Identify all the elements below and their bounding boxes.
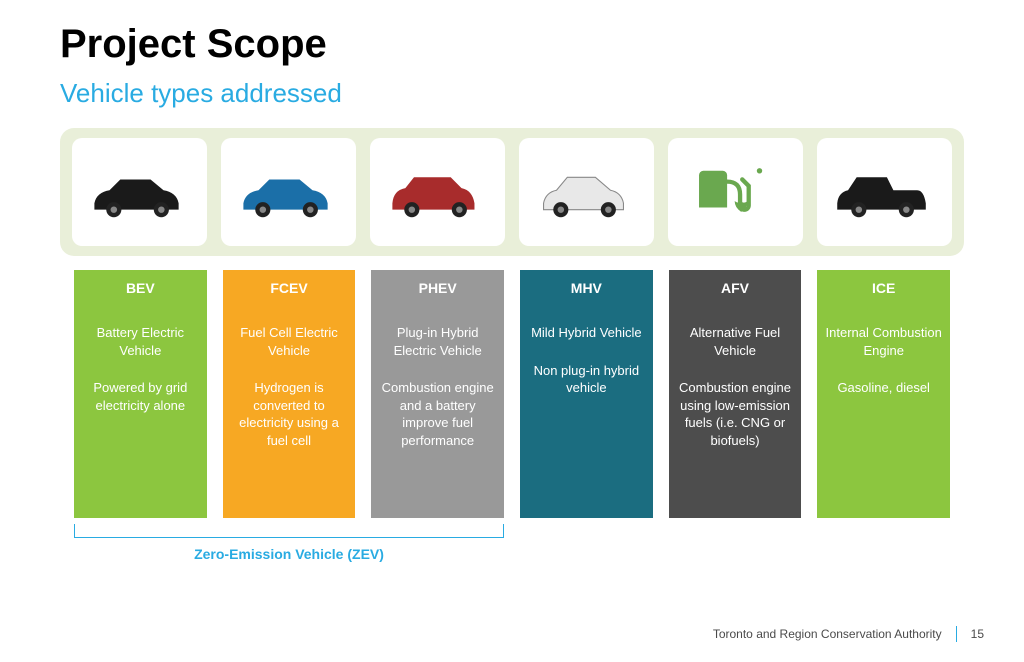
vehicle-image-ice bbox=[817, 138, 952, 246]
page-title: Project Scope bbox=[60, 22, 327, 67]
vehicle-desc: Gasoline, diesel bbox=[825, 379, 942, 397]
vehicle-desc: Non plug-in hybrid vehicle bbox=[528, 362, 645, 397]
vehicle-columns: BEV Battery Electric Vehicle Powered by gr… bbox=[74, 270, 950, 518]
vehicle-image-phev bbox=[370, 138, 505, 246]
vehicle-image-strip bbox=[60, 128, 964, 256]
vehicle-desc: Hydrogen is converted to electricity usi… bbox=[231, 379, 348, 449]
vehicle-abbr: FCEV bbox=[231, 270, 348, 306]
vehicle-col-bev: BEV Battery Electric Vehicle Powered by gr… bbox=[74, 270, 207, 518]
vehicle-image-mhv bbox=[519, 138, 654, 246]
vehicle-name: Mild Hybrid Vehicle bbox=[528, 324, 645, 342]
vehicle-name: Internal Combustion Engine bbox=[825, 324, 942, 359]
vehicle-col-ice: ICE Internal Combustion Engine Gasoline, d… bbox=[817, 270, 950, 518]
vehicle-abbr: AFV bbox=[677, 270, 794, 306]
vehicle-col-phev: PHEV Plug-in Hybrid Electric Vehicle Combu… bbox=[371, 270, 504, 518]
vehicle-abbr: MHV bbox=[528, 270, 645, 306]
zev-bracket bbox=[74, 524, 504, 538]
vehicle-image-fcev bbox=[221, 138, 356, 246]
footer-org: Toronto and Region Conservation Authorit… bbox=[713, 627, 942, 641]
vehicle-abbr: ICE bbox=[825, 270, 942, 306]
vehicle-name: Battery Electric Vehicle bbox=[82, 324, 199, 359]
vehicle-image-afv bbox=[668, 138, 803, 246]
vehicle-name: Fuel Cell Electric Vehicle bbox=[231, 324, 348, 359]
vehicle-abbr: PHEV bbox=[379, 270, 496, 306]
vehicle-name: Alternative Fuel Vehicle bbox=[677, 324, 794, 359]
vehicle-abbr: BEV bbox=[82, 270, 199, 306]
vehicle-col-afv: AFV Alternative Fuel Vehicle Combustion en… bbox=[669, 270, 802, 518]
page-subtitle: Vehicle types addressed bbox=[60, 78, 342, 109]
vehicle-desc: Combustion engine using low-emission fue… bbox=[677, 379, 794, 449]
footer: Toronto and Region Conservation Authorit… bbox=[713, 626, 984, 642]
vehicle-name: Plug-in Hybrid Electric Vehicle bbox=[379, 324, 496, 359]
page-number: 15 bbox=[971, 627, 984, 641]
zev-label: Zero-Emission Vehicle (ZEV) bbox=[74, 546, 504, 562]
vehicle-desc: Combustion engine and a battery improve … bbox=[379, 379, 496, 449]
vehicle-col-fcev: FCEV Fuel Cell Electric Vehicle Hydrogen i… bbox=[223, 270, 356, 518]
vehicle-desc: Powered by grid electricity alone bbox=[82, 379, 199, 414]
vehicle-image-bev bbox=[72, 138, 207, 246]
footer-divider bbox=[956, 626, 957, 642]
vehicle-col-mhv: MHV Mild Hybrid Vehicle Non plug-in hybrid… bbox=[520, 270, 653, 518]
